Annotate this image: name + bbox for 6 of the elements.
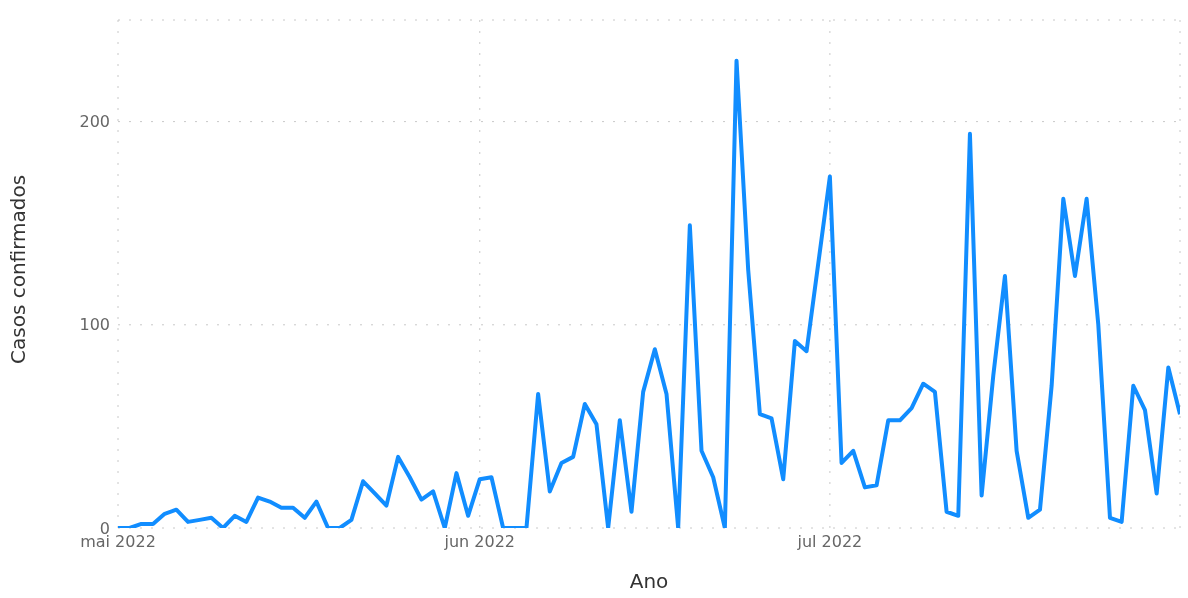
x-tick-label: jun 2022 — [443, 532, 516, 552]
y-axis-title: Casos confirmados — [6, 174, 31, 364]
y-tick-label: 200 — [79, 112, 110, 132]
x-axis-title: Ano — [629, 569, 669, 593]
y-tick-label: 100 — [79, 315, 110, 335]
x-tick-label: jul 2022 — [796, 532, 863, 552]
